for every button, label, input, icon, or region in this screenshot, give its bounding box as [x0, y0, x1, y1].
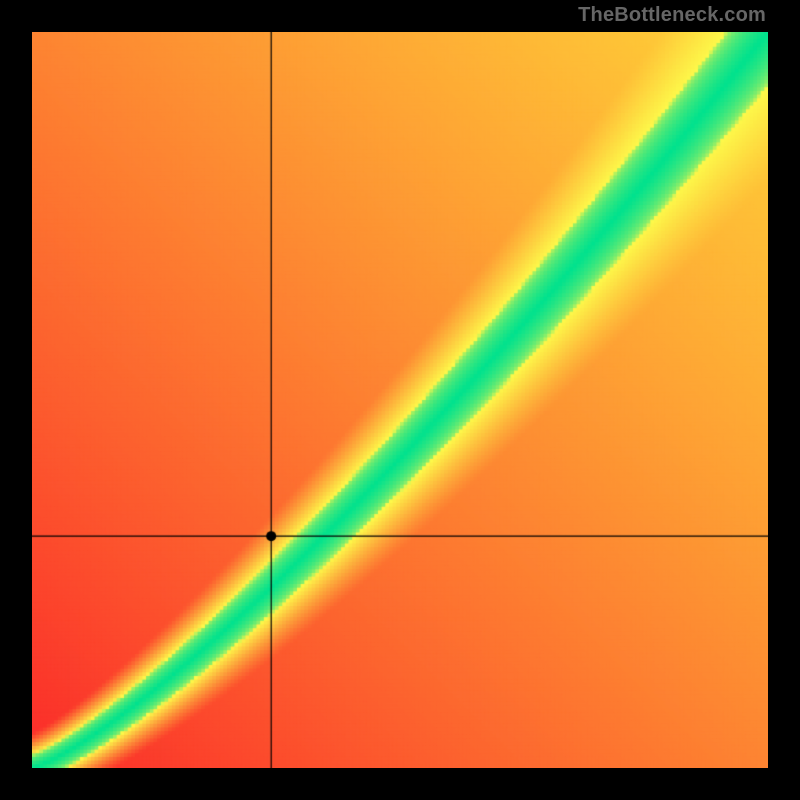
heatmap-plot-area — [32, 32, 768, 768]
heatmap-canvas — [32, 32, 768, 768]
watermark-text: TheBottleneck.com — [578, 4, 766, 27]
page-container: TheBottleneck.com — [0, 0, 800, 800]
